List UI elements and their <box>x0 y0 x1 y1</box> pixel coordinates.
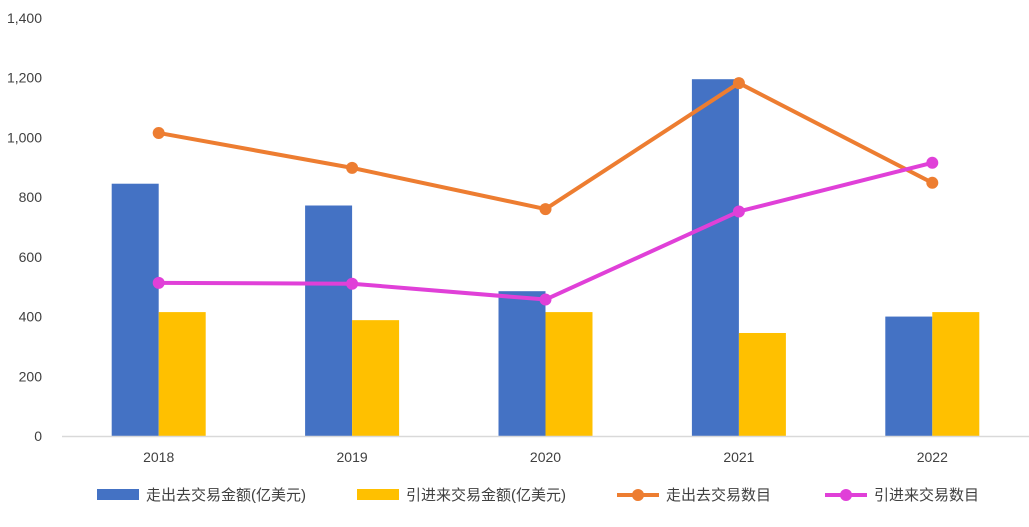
x-tick-label: 2018 <box>143 449 174 465</box>
bar-outbound-amount <box>111 183 159 436</box>
lines <box>152 77 939 306</box>
x-axis: 2018 2019 2020 2021 2022 <box>62 435 1029 465</box>
bar-inbound-amount <box>545 312 593 436</box>
point-inbound-count <box>152 276 165 289</box>
line-inbound-count <box>158 160 933 302</box>
y-tick-label: 1,200 <box>7 70 42 86</box>
bar-outbound-amount <box>885 316 933 436</box>
bars <box>111 79 980 436</box>
bar-outbound-amount <box>498 291 546 436</box>
y-tick-label: 1,400 <box>7 10 42 26</box>
bar-inbound-amount <box>158 312 206 436</box>
bar-inbound-amount <box>352 320 400 436</box>
bar-outbound-amount <box>305 205 353 436</box>
y-tick-label: 400 <box>19 309 43 325</box>
x-tick-label: 2020 <box>530 449 561 465</box>
y-tick-label: 0 <box>34 428 42 444</box>
legend-marker <box>840 489 852 501</box>
legend-label: 引进来交易金额(亿美元) <box>406 486 566 504</box>
point-inbound-count <box>346 277 359 290</box>
point-inbound-count <box>732 205 745 218</box>
legend: 走出去交易金额(亿美元) 引进来交易金额(亿美元) 走出去交易数目 引进来交易数目 <box>97 486 979 504</box>
y-tick-label: 1,000 <box>7 129 42 145</box>
y-tick-label: 800 <box>19 189 43 205</box>
legend-swatch <box>97 489 139 500</box>
y-axis: 0 200 400 600 800 1,000 1,200 1,400 <box>7 10 42 444</box>
y-tick-label: 200 <box>19 368 43 384</box>
point-outbound-count <box>732 77 745 90</box>
point-outbound-count <box>539 203 552 216</box>
point-outbound-count <box>152 126 165 139</box>
legend-swatch <box>357 489 399 500</box>
legend-label: 引进来交易数目 <box>874 486 979 504</box>
point-outbound-count <box>926 176 939 189</box>
y-tick-label: 600 <box>19 249 43 265</box>
legend-label: 走出去交易数目 <box>666 486 771 504</box>
legend-marker <box>632 489 644 501</box>
point-outbound-count <box>346 161 359 174</box>
point-inbound-count <box>926 156 939 169</box>
x-tick-label: 2022 <box>917 449 948 465</box>
bar-inbound-amount <box>738 332 786 436</box>
x-tick-label: 2019 <box>337 449 368 465</box>
point-inbound-count <box>539 293 552 306</box>
bar-outbound-amount <box>691 79 739 436</box>
legend-label: 走出去交易金额(亿美元) <box>146 486 306 504</box>
x-tick-label: 2021 <box>723 449 754 465</box>
bar-inbound-amount <box>932 312 980 436</box>
